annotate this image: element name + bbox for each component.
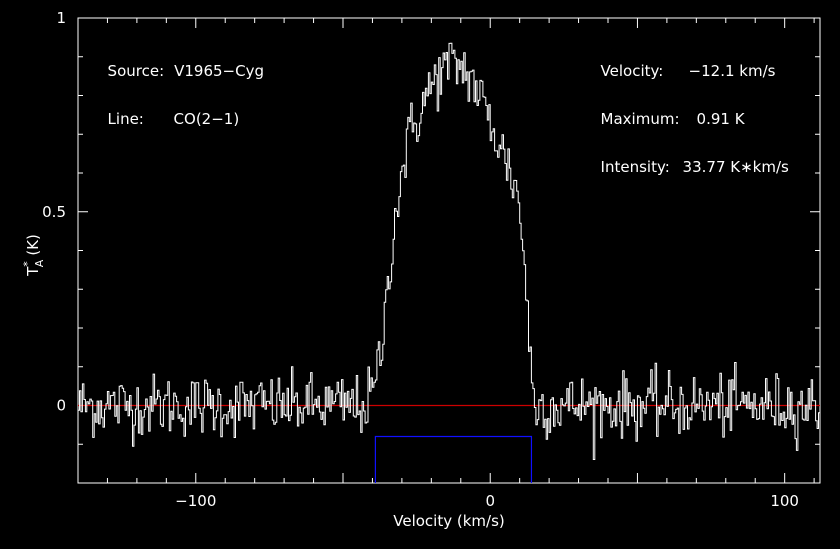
y-tick-label: 0	[56, 397, 66, 415]
spectrum-line	[78, 42, 820, 460]
source-value: V1965−Cyg	[174, 62, 265, 80]
maximum-label: Maximum:	[600, 110, 680, 128]
svg-text:T*A(K): T*A (K)	[21, 234, 46, 277]
y-axis-label-main: T	[24, 266, 42, 277]
line-label: Line:	[107, 110, 144, 128]
source-label: Source:	[107, 62, 165, 80]
velocity-label: Velocity:	[600, 62, 664, 80]
x-tick-label: 0	[485, 492, 495, 510]
source-info: Source: V1965−Cyg Line: CO(2−1)	[98, 35, 264, 131]
x-tick-label: 100	[770, 492, 799, 510]
y-axis-label-unit: (K)	[24, 234, 42, 256]
y-tick-label: 0.5	[42, 203, 66, 221]
y-tick-label: 1	[56, 9, 66, 27]
maximum-value: 0.91 K	[696, 110, 745, 128]
velocity-value: −12.1 km/s	[688, 62, 776, 80]
line-value: CO(2−1)	[173, 110, 240, 128]
window-box	[374, 435, 533, 483]
integration-window	[374, 435, 533, 483]
axis-ticks: −100 0 100 0 0.5 1	[42, 9, 820, 510]
y-axis-label-sub: A	[33, 259, 46, 267]
spectrum-series	[78, 42, 820, 460]
x-tick-label: −100	[175, 492, 216, 510]
intensity-value: 33.77 K∗km/s	[682, 158, 789, 176]
intensity-label: Intensity:	[600, 158, 670, 176]
x-axis-label: Velocity (km/s)	[393, 512, 504, 530]
y-axis-label: T*A (K)	[21, 234, 46, 277]
y-axis-label-sup: *	[21, 261, 34, 267]
fit-info: Velocity: −12.1 km/s Maximum: 0.91 K Inten…	[591, 35, 789, 179]
